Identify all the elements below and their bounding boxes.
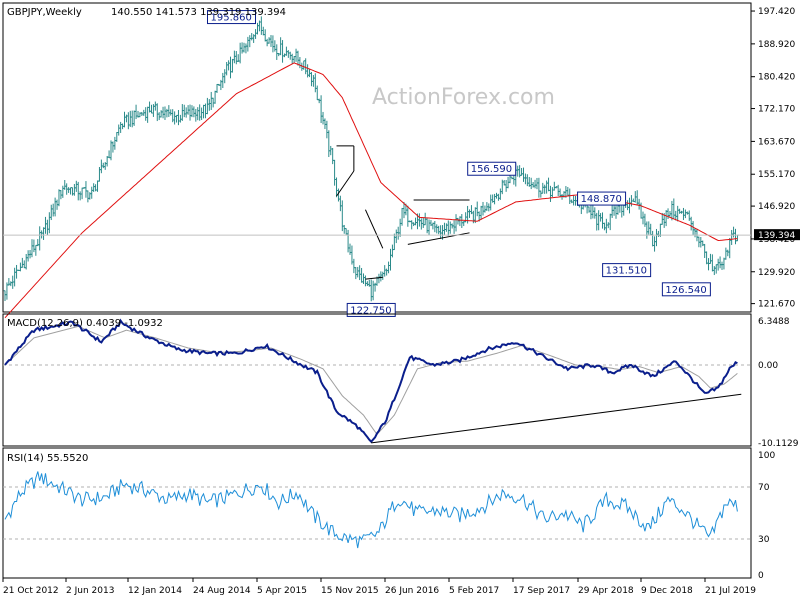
time-axis-label: 29 Apr 2018	[578, 586, 634, 596]
rsi-axis-label: 0	[758, 571, 764, 581]
rsi-axis-label: 70	[758, 483, 770, 493]
time-axis-label: 9 Dec 2018	[641, 586, 693, 596]
level-annotation-label: 131.510	[606, 266, 647, 277]
level-annotation-box	[467, 161, 517, 176]
time-axis-label: 21 Oct 2012	[3, 586, 59, 596]
macd-main-line	[4, 318, 738, 444]
flag-bottom-line	[336, 170, 355, 197]
price-panel: ActionForex.com 195.860 122.750 156.590 148…	[2, 2, 800, 319]
price-annotations: 195.860 122.750 156.590 148.870 131.510 126.5…	[206, 10, 711, 317]
macd-axis-label: -10.1129	[758, 439, 799, 449]
time-axis-label: 26 Jun 2016	[385, 586, 439, 596]
macd-lines	[4, 318, 742, 444]
current-price-label: 139.394	[758, 231, 795, 241]
price-axis-label: 188.920	[758, 40, 795, 50]
time-axis-label: 2 Jun 2013	[66, 586, 114, 596]
rsi-axis-label: 100	[758, 451, 775, 461]
price-axis-label: 180.420	[758, 73, 795, 83]
price-axis-label: 163.670	[758, 137, 795, 147]
macd-trendline	[371, 393, 742, 444]
level-annotation-box	[346, 302, 396, 317]
rsi-axis: 100 70 30 0	[758, 451, 775, 581]
time-axis-label: 24 Aug 2014	[193, 586, 251, 596]
time-axis-label: 12 Jan 2014	[128, 586, 182, 596]
price-axis-label: 121.670	[758, 300, 795, 310]
level-annotation-box	[577, 191, 627, 206]
chart-title: GBPJPY,Weekly	[7, 7, 82, 18]
macd-signal-line	[4, 325, 738, 436]
level-annotation-label: 126.540	[665, 285, 706, 296]
price-axis-label: 197.420	[758, 7, 795, 17]
level-annotation-box	[661, 282, 711, 297]
macd-axis-label: 0.00	[758, 361, 778, 371]
macd-axis: 6.3488 0.00 -10.1129	[758, 317, 799, 449]
price-bars	[3, 16, 739, 302]
price-axis-label: 146.920	[758, 202, 795, 212]
time-axis-label: 21 Jul 2019	[705, 586, 756, 596]
price-axis-label: 129.920	[758, 268, 795, 278]
rsi-lines	[4, 471, 738, 549]
price-axis-label: 155.170	[758, 170, 795, 180]
rsi-axis-label: 30	[758, 535, 770, 545]
level-annotation-label: 195.860	[210, 13, 251, 24]
macd-axis-label: 6.3488	[758, 317, 790, 327]
time-axis-label: 17 Sep 2017	[513, 586, 570, 596]
rsi-line	[4, 471, 738, 549]
watermark: ActionForex.com	[372, 85, 555, 110]
level-annotation-label: 148.870	[581, 194, 622, 205]
level-annotation-box	[206, 10, 256, 25]
level-annotation-label: 156.590	[471, 164, 512, 175]
current-price-badge	[754, 229, 800, 241]
level-annotation-box	[602, 263, 652, 278]
time-axis: 21 Oct 2012 2 Jun 2013 12 Jan 2014 24 Aug 2…	[2, 578, 756, 596]
macd-panel: MACD(12,26,9) 0.4039 -1.0932 6.3488 0.00 -…	[2, 313, 799, 449]
time-axis-label: 15 Nov 2015	[321, 586, 379, 596]
level-annotation-label: 122.750	[350, 305, 391, 316]
wedge-lower-line	[365, 276, 383, 280]
ohlc-readout: 140.550 141.573 139.319 139.394	[111, 7, 286, 18]
macd-title: MACD(12,26,9) 0.4039 -1.0932	[7, 318, 163, 329]
rsi-reference-levels	[3, 486, 751, 540]
price-axis-label: 172.170	[758, 105, 795, 115]
time-axis-label: 5 Feb 2017	[449, 586, 499, 596]
wedge-upper-line	[364, 209, 384, 249]
rsi-title: RSI(14) 55.5520	[7, 453, 88, 464]
macd-panel-frame	[2, 313, 752, 447]
time-axis-label: 5 Apr 2015	[257, 586, 307, 596]
rsi-panel: RSI(14) 55.5520 100 70 30 0	[2, 447, 775, 581]
rsi-panel-frame	[2, 447, 752, 579]
